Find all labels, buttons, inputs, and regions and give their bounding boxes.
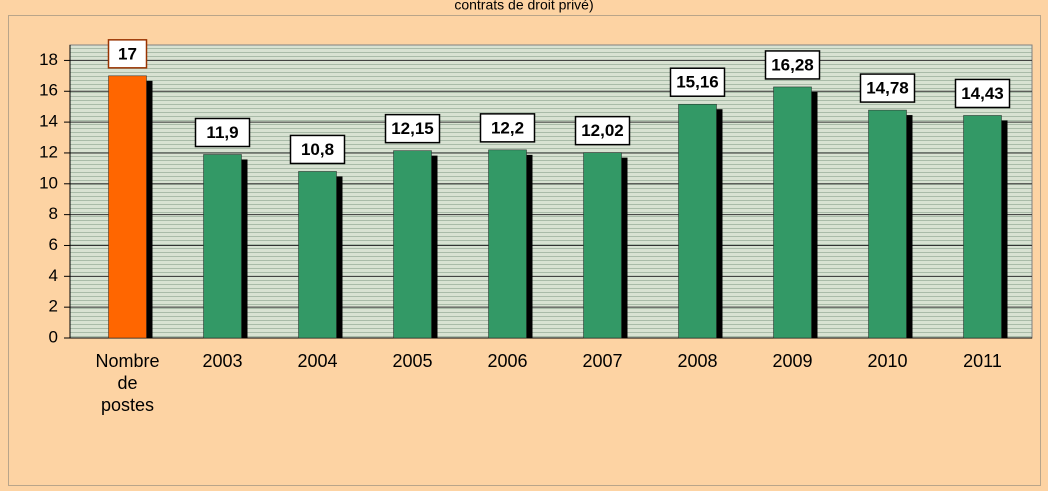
value-label-box	[954, 78, 1011, 109]
value-label: 16,28	[771, 55, 814, 74]
bar	[868, 109, 907, 339]
x-tick-label: 2004	[297, 351, 337, 371]
value-label: 12,2	[491, 118, 524, 137]
x-tick-label: 2008	[677, 351, 717, 371]
value-label-box	[289, 134, 346, 165]
bar	[488, 149, 527, 339]
value-label-box	[669, 67, 726, 97]
x-tick-label: 2009	[772, 351, 812, 371]
bar	[678, 103, 717, 339]
x-tick-label: 2010	[867, 351, 907, 371]
value-label-box	[764, 50, 821, 80]
value-label: 17	[118, 44, 137, 63]
x-tick-label: 2007	[582, 351, 622, 371]
value-label-box	[859, 73, 916, 103]
y-tick-label: 14	[39, 112, 58, 131]
bar	[298, 171, 337, 339]
x-tick-label: 2011	[963, 351, 1002, 371]
value-label: 10,8	[301, 140, 334, 159]
chart-title: contrats de droit privé)	[454, 0, 593, 13]
y-tick-label: 12	[39, 142, 58, 161]
value-label: 12,15	[391, 119, 434, 138]
x-tick-label: 2003	[202, 351, 242, 371]
bar	[203, 154, 242, 339]
bar	[583, 152, 622, 339]
bar	[108, 75, 147, 339]
x-tick-label: 2006	[487, 351, 527, 371]
value-label: 15,16	[676, 73, 719, 92]
y-tick-label: 18	[39, 50, 58, 69]
x-tick-label: 2005	[392, 351, 432, 371]
value-label-box	[574, 115, 631, 146]
value-label-box	[194, 117, 251, 148]
frame	[8, 15, 1041, 486]
bar	[773, 86, 812, 339]
y-tick-label: 0	[49, 327, 58, 346]
value-label: 14,78	[866, 79, 909, 98]
bar	[963, 115, 1002, 339]
value-label-box	[107, 39, 148, 69]
value-label: 11,9	[206, 123, 238, 142]
y-tick-label: 2	[49, 297, 58, 316]
y-tick-label: 4	[49, 266, 58, 285]
y-tick-label: 10	[39, 173, 58, 192]
x-tick-label: Nombre de postes	[95, 351, 159, 415]
value-label-box	[384, 113, 441, 144]
y-tick-label: 8	[49, 204, 58, 223]
y-tick-label: 16	[39, 81, 58, 100]
value-label-box	[479, 113, 536, 143]
value-label: 12,02	[581, 121, 624, 140]
y-tick-label: 6	[49, 235, 58, 254]
bar	[393, 150, 432, 339]
value-label: 14,43	[961, 84, 1004, 103]
